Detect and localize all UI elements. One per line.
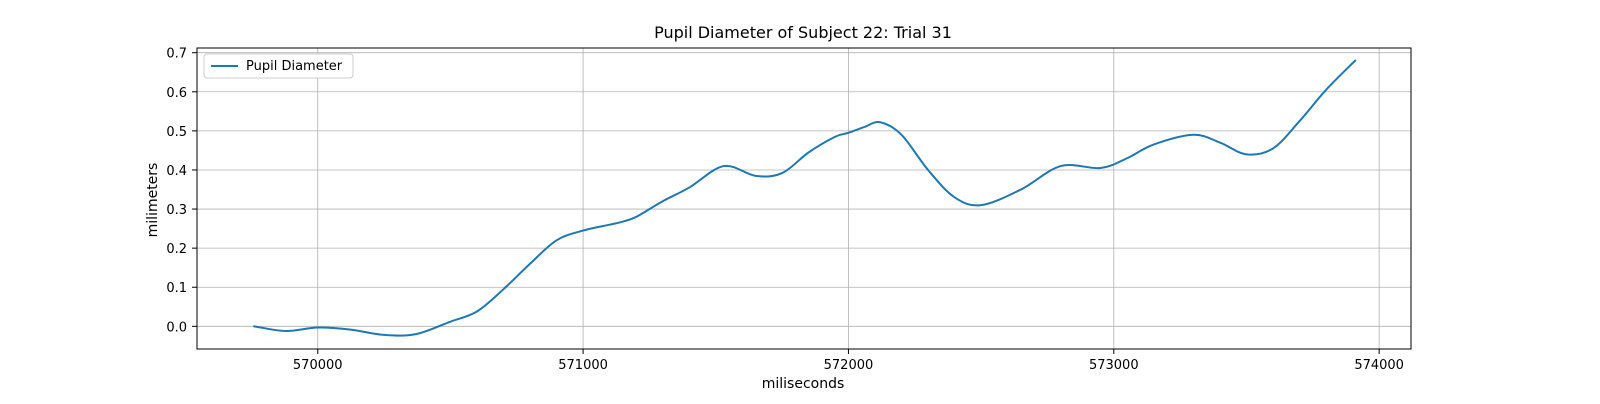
axis-ticks: 570000 571000 572000 573000 574000 0.0 0.1 0.2 0… [166,47,1404,373]
y-tick-label-6: 0.6 [166,86,187,101]
legend-box [203,53,354,79]
grid-lines [197,48,1411,349]
x-tick-label-2: 572000 [824,358,874,373]
x-tick-label-4: 574000 [1354,358,1404,373]
x-tick-label-1: 571000 [558,358,608,373]
y-axis-label: milimeters [145,163,161,238]
y-tick-label-5: 0.5 [166,125,187,140]
y-tick-label-1: 0.1 [166,281,187,296]
x-axis-label: miliseconds [762,376,845,392]
y-tick-label-7: 0.7 [166,47,187,62]
series-layer [253,59,1357,337]
y-tick-label-3: 0.3 [166,203,187,218]
y-tick-label-0: 0.0 [166,320,187,335]
legend: Pupil Diameter [203,53,354,79]
x-tick-label-3: 573000 [1089,358,1139,373]
y-tick-label-2: 0.2 [166,242,187,257]
y-tick-label-4: 0.4 [166,164,187,179]
series-line-pupil-diameter [253,59,1357,337]
x-tick-label-0: 570000 [293,358,343,373]
chart-title: Pupil Diameter of Subject 22: Trial 31 [654,23,952,42]
plot-area-frame [196,47,1412,350]
legend-label-pupil-diameter: Pupil Diameter [246,59,343,74]
